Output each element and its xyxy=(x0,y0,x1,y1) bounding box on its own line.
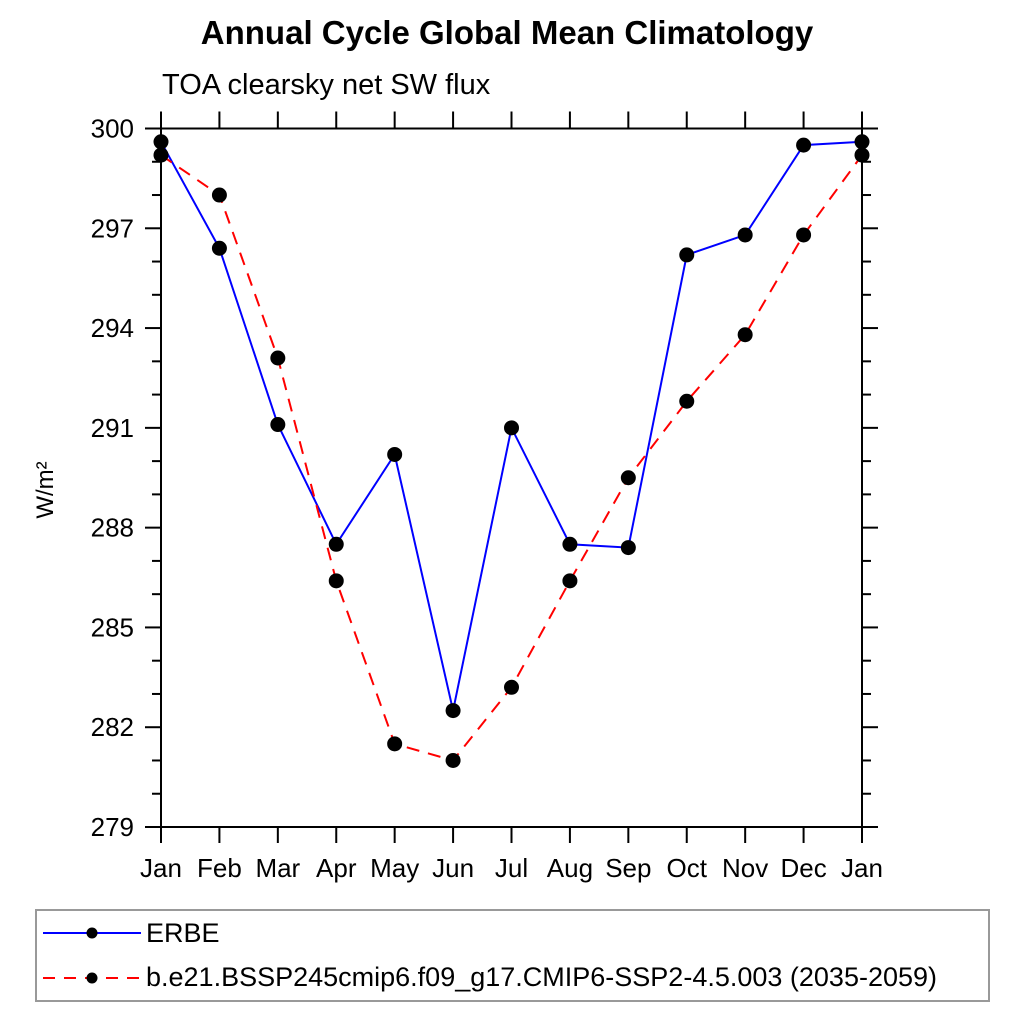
series-line-1 xyxy=(160,154,863,762)
y-tick-label: 285 xyxy=(91,612,134,642)
legend-row-model: b.e21.BSSP245cmip6.f09_g17.CMIP6-SSP2-4.… xyxy=(41,956,988,1001)
data-point-marker xyxy=(854,147,870,163)
legend-box: ERBE b.e21.BSSP245cmip6.f09_g17.CMIP6-SS… xyxy=(35,909,990,1002)
legend-marker-dot xyxy=(86,972,98,984)
x-tick-label: Aug xyxy=(547,853,593,883)
data-point-marker xyxy=(796,227,812,243)
data-point-marker xyxy=(445,752,461,768)
plot-svg: Jan Feb Mar Apr May Jun Jul Aug Sep Oct Nov Dec Jan2… xyxy=(91,111,883,883)
x-tick-label: Jan xyxy=(140,853,182,883)
data-point-marker xyxy=(211,240,227,256)
y-tick-label: 288 xyxy=(91,513,134,543)
x-tick-label: Dec xyxy=(780,853,826,883)
legend-marker-dot xyxy=(86,927,98,939)
data-point-marker xyxy=(737,227,753,243)
y-tick-label: 279 xyxy=(91,812,134,842)
data-point-marker xyxy=(796,137,812,153)
data-point-marker xyxy=(270,417,286,433)
data-point-marker xyxy=(737,327,753,343)
data-point-marker xyxy=(153,147,169,163)
data-point-marker xyxy=(270,350,286,366)
data-point-marker xyxy=(328,536,344,552)
x-tick-label: Apr xyxy=(316,853,357,883)
legend-row-erbe: ERBE xyxy=(41,911,988,956)
x-tick-label: Jul xyxy=(495,853,528,883)
data-point-marker xyxy=(211,187,227,203)
x-tick-label: Jan xyxy=(841,853,883,883)
chart-subtitle: TOA clearsky net SW flux xyxy=(162,69,491,101)
data-point-marker xyxy=(445,703,461,719)
y-tick-label: 294 xyxy=(91,313,134,343)
data-point-marker xyxy=(504,420,519,436)
x-tick-label: May xyxy=(370,853,419,883)
y-tick-label: 291 xyxy=(91,413,134,443)
x-tick-label: Jun xyxy=(432,853,474,883)
data-point-marker xyxy=(328,573,344,589)
data-point-marker xyxy=(679,393,695,409)
data-point-marker xyxy=(153,134,169,150)
legend-label-model: b.e21.BSSP245cmip6.f09_g17.CMIP6-SSP2-4.… xyxy=(146,962,938,993)
data-point-marker xyxy=(504,679,519,695)
x-tick-label: Oct xyxy=(667,853,708,883)
legend-sample-model xyxy=(43,972,141,984)
y-tick-label: 297 xyxy=(91,213,134,243)
data-point-marker xyxy=(562,536,578,552)
x-tick-label: Sep xyxy=(605,853,651,883)
x-tick-label: Feb xyxy=(197,853,242,883)
legend-sample-erbe xyxy=(43,927,141,939)
data-point-marker xyxy=(679,247,695,263)
plot-frame xyxy=(160,127,863,828)
legend-label-erbe: ERBE xyxy=(146,917,220,948)
x-tick-label: Nov xyxy=(722,853,768,883)
data-point-marker xyxy=(620,540,636,556)
y-tick-label: 282 xyxy=(91,712,134,742)
data-point-marker xyxy=(620,470,636,486)
data-point-marker xyxy=(854,134,870,150)
chart-title: Annual Cycle Global Mean Climatology xyxy=(200,14,814,51)
y-tick-label: 300 xyxy=(91,114,134,144)
data-point-marker xyxy=(387,446,403,462)
data-point-marker xyxy=(387,736,403,752)
data-point-marker xyxy=(562,573,578,589)
x-tick-label: Mar xyxy=(255,853,300,883)
